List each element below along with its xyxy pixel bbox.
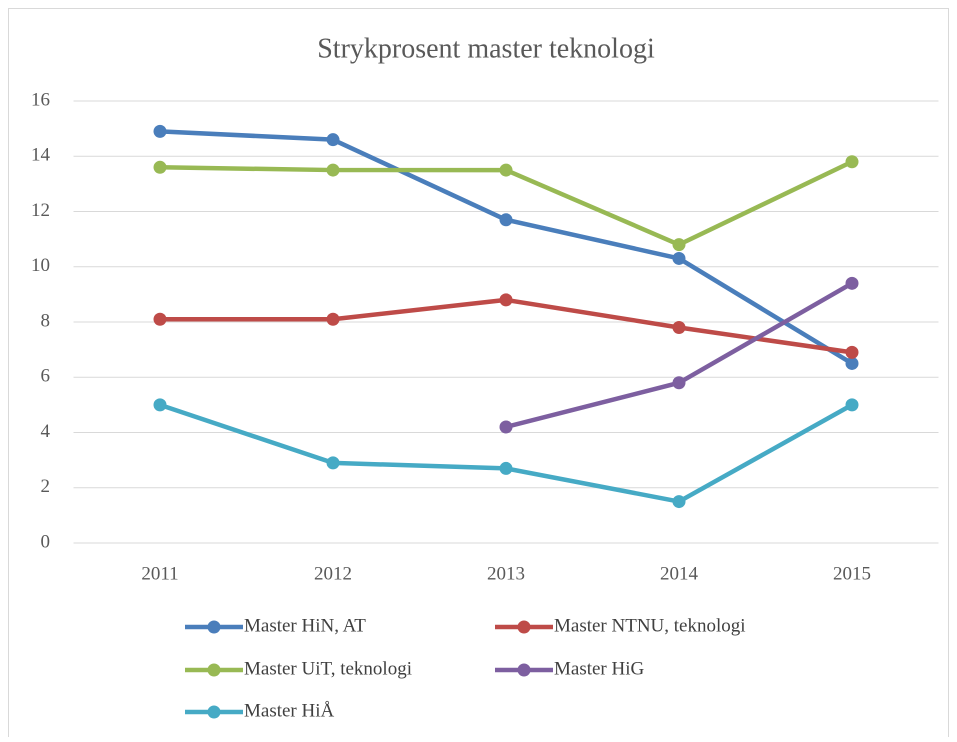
legend-label: Master NTNU, teknologi: [554, 615, 746, 636]
y-tick-label: 12: [31, 200, 50, 221]
point: [326, 133, 340, 147]
point: [845, 356, 859, 370]
chart-title: Strykprosent master teknologi: [317, 33, 655, 64]
legend-marker: [517, 620, 531, 634]
y-tick-label: 16: [31, 89, 50, 110]
y-tick-label: 6: [41, 366, 51, 387]
point: [326, 163, 340, 177]
point: [672, 251, 686, 265]
chart-border: [8, 8, 949, 742]
point: [845, 398, 859, 412]
point: [672, 238, 686, 252]
y-tick-label: 4: [41, 421, 51, 442]
point: [499, 293, 513, 307]
legend-label: Master HiN, AT: [244, 615, 366, 636]
x-tick-label: 2011: [141, 563, 178, 584]
legend-marker: [207, 705, 221, 719]
legend-marker: [517, 663, 531, 677]
point: [499, 461, 513, 475]
y-tick-label: 8: [41, 310, 51, 331]
point: [845, 345, 859, 359]
point: [499, 213, 513, 227]
x-tick-label: 2015: [833, 563, 871, 584]
point: [153, 312, 167, 326]
point: [499, 420, 513, 434]
y-tick-label: 14: [31, 145, 51, 166]
point: [153, 160, 167, 174]
x-tick-label: 2013: [487, 563, 525, 584]
point: [672, 495, 686, 509]
x-tick-label: 2014: [660, 563, 699, 584]
point: [153, 124, 167, 138]
point: [326, 456, 340, 470]
y-tick-label: 2: [41, 476, 51, 497]
legend-label: Master HiG: [554, 658, 645, 679]
legend-marker: [207, 663, 221, 677]
legend-label: Master HiÅ: [244, 700, 335, 721]
y-tick-label: 10: [31, 255, 50, 276]
y-tick-label: 0: [41, 531, 51, 552]
point: [499, 163, 513, 177]
point: [845, 155, 859, 169]
x-tick-label: 2012: [314, 563, 352, 584]
point: [153, 398, 167, 412]
point: [845, 276, 859, 290]
point: [326, 312, 340, 326]
legend-label: Master UiT, teknologi: [244, 658, 412, 679]
legend-marker: [207, 620, 221, 634]
point: [672, 321, 686, 335]
point: [672, 376, 686, 390]
